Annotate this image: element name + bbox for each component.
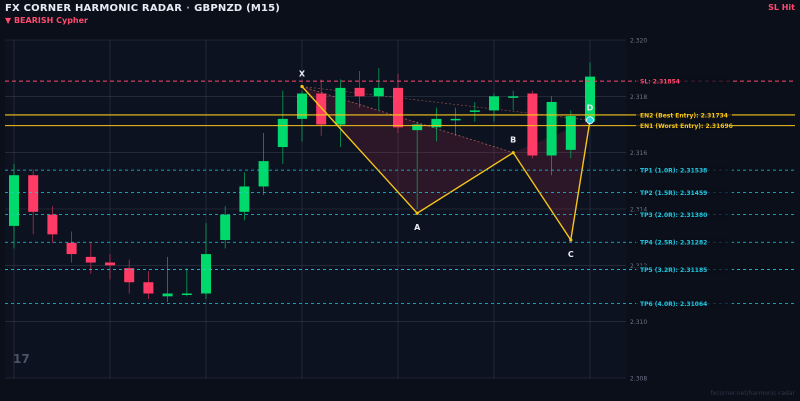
level-label-tp3: TP3 (2.0R): 2.31380 xyxy=(640,212,707,219)
candle-body xyxy=(469,110,480,112)
candle-body xyxy=(335,87,346,125)
candle-body xyxy=(162,293,173,297)
point-c-marker xyxy=(569,238,573,242)
point-label-x: X xyxy=(299,69,306,78)
symbol-label: GBPNZD (M15) xyxy=(194,3,281,14)
candle-body xyxy=(354,87,365,97)
y-tick-label: 2.310 xyxy=(630,319,647,326)
candle-body xyxy=(393,87,403,128)
point-a-marker xyxy=(415,211,419,215)
level-label-bg-tp6 xyxy=(636,299,732,308)
status-badge: SL Hit xyxy=(768,3,795,12)
app-title: FX CORNER HARMONIC RADAR xyxy=(5,3,183,14)
level-label-en2: EN2 (Best Entry): 2.31734 xyxy=(640,112,728,119)
pattern-name: Cypher xyxy=(56,16,88,25)
title-separator: · xyxy=(186,3,191,14)
candle-body xyxy=(565,116,576,150)
candle-body xyxy=(124,268,135,283)
point-b-marker xyxy=(511,151,515,155)
level-label-sl: SL: 2.31854 xyxy=(640,79,680,86)
candle-body xyxy=(297,93,307,119)
y-tick-label: 2.314 xyxy=(630,207,647,214)
level-label-bg-tp5 xyxy=(636,265,732,274)
candle-body xyxy=(508,96,519,98)
pattern-fill-xab xyxy=(302,86,514,214)
level-label-bg-tp4 xyxy=(636,238,732,247)
y-tick-label: 2.320 xyxy=(630,38,647,45)
level-label-tp1: TP1 (1.0R): 2.31538 xyxy=(640,168,707,175)
candle-body xyxy=(9,175,19,226)
direction-label: BEARISH xyxy=(13,16,54,25)
pattern-direction: ▼ BEARISH Cypher xyxy=(5,16,88,25)
candle-body xyxy=(546,101,557,156)
candle-body xyxy=(28,175,39,212)
candle-body xyxy=(181,293,192,295)
level-label-en1: EN1 (Worst Entry): 2.31696 xyxy=(640,123,733,130)
candle-body xyxy=(585,76,595,122)
point-x-marker xyxy=(300,84,304,89)
candle-body xyxy=(450,118,461,121)
point-d-marker xyxy=(586,116,594,125)
level-label-tp6: TP6 (4.0R): 2.31064 xyxy=(640,301,707,308)
candle-body xyxy=(412,124,423,131)
level-label-bg-sl xyxy=(636,77,732,86)
candle-body xyxy=(431,118,442,128)
chart-title: FX CORNER HARMONIC RADAR · GBPNZD (M15) xyxy=(5,3,280,14)
candle-body xyxy=(143,282,154,294)
y-tick-label: 2.318 xyxy=(630,94,647,101)
point-label-a: A xyxy=(414,223,421,232)
point-label-b: B xyxy=(510,136,516,145)
candle-body xyxy=(373,87,384,97)
level-label-tp5: TP5 (3.2R): 2.31185 xyxy=(640,267,707,274)
candle-body xyxy=(105,262,115,266)
level-label-tp4: TP4 (2.5R): 2.31282 xyxy=(640,240,707,247)
y-tick-label: 2.308 xyxy=(630,376,647,383)
level-label-bg-en2 xyxy=(636,110,732,119)
y-tick-label: 2.316 xyxy=(630,150,647,157)
candle-body xyxy=(66,242,77,255)
candle-body xyxy=(489,96,499,111)
level-label-bg-tp3 xyxy=(636,210,732,219)
point-label-d: D xyxy=(587,103,594,112)
point-label-c: C xyxy=(568,250,574,259)
level-label-bg-tp2 xyxy=(636,188,732,197)
candle-body xyxy=(277,118,288,148)
footer-url: fxcorner.net/harmonic-radar xyxy=(710,390,795,397)
candle-body xyxy=(239,186,250,212)
candle-body xyxy=(220,214,231,240)
level-label-bg-en1 xyxy=(636,121,732,130)
level-label-bg-tp1 xyxy=(636,166,732,175)
candle-body xyxy=(258,161,269,187)
bearish-arrow-icon: ▼ xyxy=(5,16,12,25)
level-label-tp2: TP2 (1.5R): 2.31459 xyxy=(640,190,707,197)
candle-body xyxy=(316,93,327,125)
candle-body xyxy=(201,254,211,294)
candle-body xyxy=(527,93,538,156)
candle-body xyxy=(85,256,96,263)
tradingview-logo: 17 xyxy=(13,352,30,366)
candle-body xyxy=(47,214,58,235)
